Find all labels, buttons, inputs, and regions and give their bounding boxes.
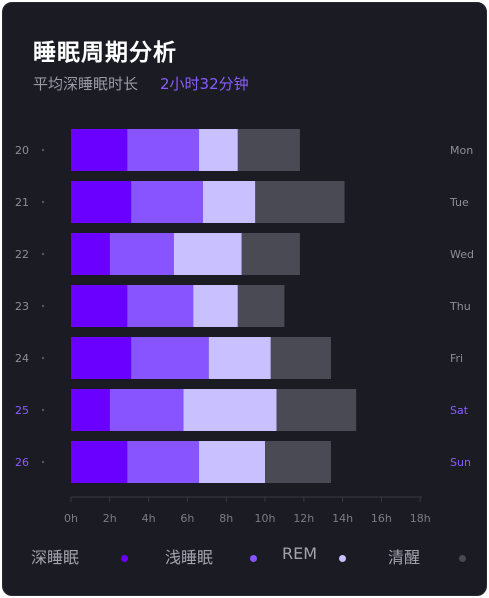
bar-segment: [199, 441, 265, 483]
day-label: Tue: [449, 196, 469, 209]
bar-segment: [237, 285, 285, 327]
bar-segment: [127, 441, 200, 483]
bar-segment: [241, 233, 300, 275]
bar-segment: [109, 389, 184, 431]
bar-segment: [255, 181, 345, 223]
legend-label: 清醒: [388, 548, 421, 567]
bar-segment: [202, 181, 256, 223]
bar-segment: [71, 129, 128, 171]
bar-segment: [265, 441, 331, 483]
bar-segment: [173, 233, 242, 275]
legend-swatch: [459, 555, 466, 562]
row-marker-dot: [41, 200, 45, 204]
bar-segment: [131, 337, 209, 379]
bar-segment: [270, 337, 331, 379]
page-title: 睡眠周期分析: [33, 40, 177, 66]
x-tick-label: 4h: [142, 512, 156, 525]
date-label: 22: [15, 248, 29, 261]
legend-swatch: [339, 555, 346, 562]
bar-segment: [109, 233, 174, 275]
date-label: 26: [15, 456, 29, 469]
average-deep-sleep-label: 平均深睡眠时长: [33, 75, 139, 93]
x-tick-label: 6h: [180, 512, 194, 525]
legend-label: 浅睡眠: [165, 548, 214, 567]
bar-segment: [71, 181, 132, 223]
date-label: 24: [15, 352, 29, 365]
day-label: Sun: [450, 456, 471, 469]
bar-segment: [131, 181, 203, 223]
bar-segment: [193, 285, 238, 327]
day-label: Wed: [450, 248, 474, 261]
bar-segment: [183, 389, 277, 431]
average-deep-sleep-value: 2小时32分钟: [160, 75, 249, 93]
legend-label: 深睡眠: [31, 548, 80, 567]
bar-segment: [71, 389, 110, 431]
bar-segment: [71, 337, 132, 379]
x-tick-label: 0h: [64, 512, 78, 525]
date-label: 25: [15, 404, 29, 417]
row-marker-dot: [41, 356, 45, 360]
row-marker-dot: [41, 148, 45, 152]
day-label: Mon: [450, 144, 473, 157]
bar-segment: [71, 441, 128, 483]
chart-legend: 深睡眠 浅睡眠 REM 清醒: [0, 544, 489, 574]
bar-segment: [208, 337, 271, 379]
bar-segment: [276, 389, 357, 431]
bar-segment: [71, 233, 110, 275]
row-marker-dot: [41, 304, 45, 308]
day-label: Fri: [450, 352, 463, 365]
legend-label: REM: [282, 544, 318, 563]
bar-segment: [127, 285, 194, 327]
date-label: 21: [15, 196, 29, 209]
x-tick-label: 2h: [103, 512, 117, 525]
row-marker-dot: [41, 460, 45, 464]
bar-segment: [237, 129, 300, 171]
day-label: Thu: [449, 300, 471, 313]
x-tick-label: 10h: [255, 512, 276, 525]
legend-swatch: [250, 555, 257, 562]
row-marker-dot: [41, 252, 45, 256]
x-tick-label: 12h: [293, 512, 314, 525]
bar-segment: [199, 129, 238, 171]
x-tick-label: 14h: [332, 512, 353, 525]
bar-segment: [71, 285, 128, 327]
date-label: 23: [15, 300, 29, 313]
row-marker-dot: [41, 408, 45, 412]
legend-swatch: [121, 555, 128, 562]
bar-segment: [127, 129, 200, 171]
x-tick-label: 18h: [410, 512, 431, 525]
date-label: 20: [15, 144, 29, 157]
day-label: Sat: [450, 404, 469, 417]
x-tick-label: 16h: [371, 512, 392, 525]
x-tick-label: 8h: [219, 512, 233, 525]
average-deep-sleep-summary: 平均深睡眠时长 2小时32分钟: [33, 73, 249, 94]
